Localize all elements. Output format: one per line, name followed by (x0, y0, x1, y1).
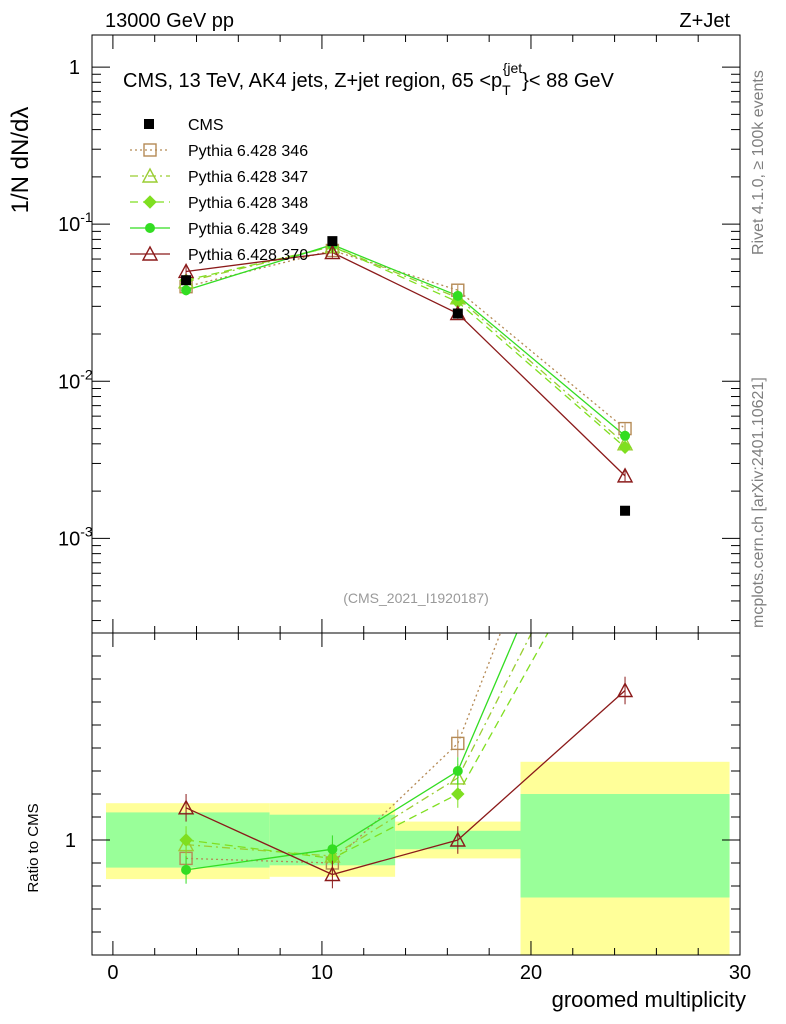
x-tick-label: 30 (729, 962, 751, 984)
header-left: 13000 GeV pp (105, 10, 234, 32)
ratio-band-inner (520, 794, 730, 898)
legend-marker (141, 245, 159, 261)
ratio-point-4 (327, 844, 338, 855)
legend-marker (143, 143, 157, 157)
y-tick-label: 1 (69, 57, 80, 79)
series-line-4 (185, 244, 626, 437)
ratio-point-5 (324, 866, 341, 882)
main-lines (185, 244, 626, 477)
ratio-line-5 (185, 690, 626, 876)
rivet-version-label: Rivet 4.1.0, ≥ 100k events (750, 70, 767, 255)
cms-data-point (620, 505, 631, 516)
data-point-4 (181, 285, 192, 296)
legend-label: Pythia 6.428 349 (188, 221, 308, 238)
legend-cms-marker (144, 119, 154, 129)
series-line-1 (185, 249, 626, 430)
ratio-point-4 (181, 864, 192, 875)
data-point-4 (452, 290, 463, 301)
ratio-lines (185, 633, 626, 876)
mcplots-label: mcplots.cern.ch [arXiv:2401.10621] (750, 377, 767, 628)
legend-label: Pythia 6.428 348 (188, 195, 308, 212)
cms-data-point (181, 275, 192, 286)
ratio-point-3 (451, 787, 465, 801)
legend-label: Pythia 6.428 370 (188, 247, 308, 264)
y-tick-label: 10-1 (58, 209, 93, 236)
x-tick-label: 10 (311, 962, 333, 984)
data-point-4 (620, 430, 631, 441)
y-axis-label-ratio: Ratio to CMS (25, 803, 42, 892)
ratio-line-3 (185, 633, 549, 860)
ratio-y-tick-label: 1 (65, 830, 76, 852)
ratio-line-2 (186, 633, 533, 857)
cms-data-point (452, 308, 463, 319)
legend-marker (143, 195, 157, 209)
ratio-bands (106, 761, 730, 955)
ratio-point-1 (451, 736, 465, 751)
legend-label: Pythia 6.428 347 (188, 169, 308, 186)
cms-data-point (327, 236, 338, 247)
header-right: Z+Jet (679, 10, 730, 32)
data-point-5 (616, 467, 634, 483)
series-line-5 (185, 251, 626, 477)
ratio-point-5 (449, 831, 466, 847)
x-tick-label: 0 (107, 962, 118, 984)
data-point-3 (618, 440, 632, 455)
ratio-line-4 (185, 633, 518, 871)
ratio-point-4 (452, 766, 463, 776)
series-line-2 (185, 245, 626, 445)
legend-label: CMS (188, 117, 224, 134)
legend-marker (141, 167, 159, 183)
legend-marker (145, 223, 155, 233)
data-point-5 (324, 244, 341, 260)
y-tick-label: 10-3 (58, 523, 93, 550)
watermark: (CMS_2021_I1920187) (343, 590, 489, 606)
y-axis-label-main: 1/N dN/dλ (7, 107, 34, 214)
x-tick-label: 20 (520, 962, 542, 984)
y-tick-label: 10-2 (58, 366, 93, 393)
ratio-point-5 (177, 799, 195, 815)
legend-label: Pythia 6.428 346 (188, 143, 308, 160)
chart-title: CMS, 13 TeV, AK4 jets, Z+jet region, 65 … (123, 60, 615, 98)
ratio-point-3 (179, 833, 193, 847)
ratio-point-5 (616, 682, 634, 698)
x-axis-label: groomed multiplicity (552, 987, 746, 1012)
